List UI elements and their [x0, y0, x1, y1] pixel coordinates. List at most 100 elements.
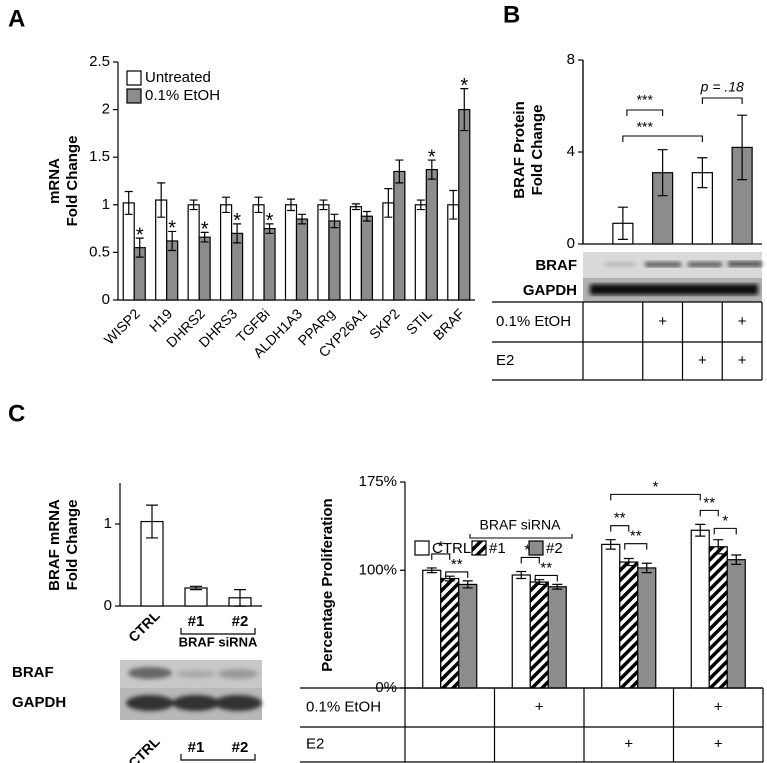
significance-bracket — [622, 135, 703, 142]
y-tick-label: 1 — [104, 515, 112, 532]
error-bar — [534, 579, 545, 586]
error-bar — [731, 554, 742, 565]
bar — [690, 529, 710, 689]
significance-bracket — [624, 543, 648, 550]
blot-label: GAPDH — [12, 694, 66, 711]
error-bar — [657, 149, 668, 197]
significance: *** — [637, 119, 654, 135]
error-bar — [135, 237, 144, 258]
error-bar — [617, 206, 628, 240]
bar — [122, 202, 135, 301]
legend-swatch — [528, 540, 544, 556]
significance-bracket — [445, 571, 469, 578]
bar — [187, 204, 200, 301]
error-bar — [233, 223, 242, 244]
error-bar — [449, 189, 458, 220]
error-bar — [287, 198, 295, 212]
error-bar — [416, 199, 425, 211]
error-bar — [426, 567, 437, 574]
condition-mark: + — [624, 735, 633, 752]
significance: * — [136, 224, 144, 246]
bar — [619, 561, 639, 689]
error-bar — [384, 188, 393, 218]
bar — [360, 215, 374, 301]
y-tick-label: 100% — [359, 561, 397, 578]
bar — [547, 586, 567, 689]
blot-lane-label: CTRL — [125, 733, 163, 763]
significance-bracket — [701, 97, 743, 104]
condition-mark: + — [535, 698, 544, 715]
error-bar — [319, 199, 328, 211]
significance: * — [438, 538, 444, 555]
bar — [440, 577, 460, 689]
significance: * — [653, 478, 659, 495]
y-axis-label: BRAF mRNA — [46, 499, 63, 591]
error-bar — [462, 580, 473, 589]
bar — [263, 228, 276, 301]
error-bar — [190, 585, 202, 591]
condition-mark: + — [714, 735, 723, 752]
annotation: p = .18 — [700, 79, 744, 95]
x-tick-label: BRAF — [430, 305, 468, 343]
error-bar — [200, 231, 209, 243]
blot-label: GAPDH — [523, 282, 577, 299]
significance: * — [722, 512, 728, 529]
bar — [511, 574, 531, 689]
significance-bracket — [626, 109, 664, 116]
error-bar — [713, 539, 724, 555]
error-bar — [222, 196, 231, 214]
bar — [393, 170, 406, 301]
condition-mark: + — [738, 313, 747, 330]
error-bar — [189, 199, 198, 211]
x-tick-label: CTRL — [125, 607, 163, 645]
blot-label: BRAF — [12, 664, 54, 681]
bar — [601, 543, 621, 689]
panel-label: B — [503, 1, 520, 28]
significance: * — [460, 75, 468, 97]
significance-bracket — [431, 553, 451, 560]
bar — [328, 220, 341, 301]
legend-swatch — [126, 88, 142, 104]
significance: ** — [630, 528, 642, 545]
error-bar — [362, 210, 371, 222]
y-axis-label: mRNA — [46, 158, 63, 204]
bar — [458, 583, 478, 689]
error-bar — [697, 157, 708, 189]
error-bar — [265, 223, 274, 234]
condition-label: E2 — [496, 352, 514, 369]
y-axis-label: Fold Change — [64, 136, 81, 227]
group-bracket — [180, 628, 256, 635]
bar — [422, 569, 442, 689]
condition-mark: + — [698, 352, 707, 369]
error-bar — [641, 562, 652, 574]
significance: * — [168, 218, 176, 240]
significance: * — [233, 210, 241, 232]
y-tick-label: 0 — [102, 291, 110, 308]
error-bar — [298, 213, 306, 225]
bar — [198, 236, 211, 301]
condition-label: 0.1% EtOH — [306, 698, 381, 715]
significance-bracket — [610, 493, 701, 501]
error-bar — [254, 196, 263, 214]
y-tick-label: 0.5 — [89, 243, 110, 260]
significance-bracket — [713, 527, 737, 535]
error-bar — [395, 159, 404, 184]
legend-label: #2 — [546, 540, 563, 557]
y-axis-label: Fold Change — [64, 500, 81, 591]
y-tick-label: 1 — [102, 196, 110, 213]
blot-label: BRAF — [535, 257, 577, 274]
y-axis-label: Fold Change — [529, 105, 546, 196]
significance-bracket — [699, 509, 719, 517]
significance: ** — [451, 556, 463, 573]
y-tick-label: 0 — [104, 597, 112, 614]
blot-lane-label: #2 — [232, 739, 249, 756]
bar — [317, 204, 330, 301]
panel-label: A — [8, 5, 25, 32]
error-bar — [351, 203, 360, 211]
condition-label: 0.1% EtOH — [496, 313, 571, 330]
error-bar — [695, 523, 706, 537]
significance: * — [266, 210, 274, 232]
significance: ** — [540, 559, 552, 576]
legend-swatch — [414, 540, 430, 556]
